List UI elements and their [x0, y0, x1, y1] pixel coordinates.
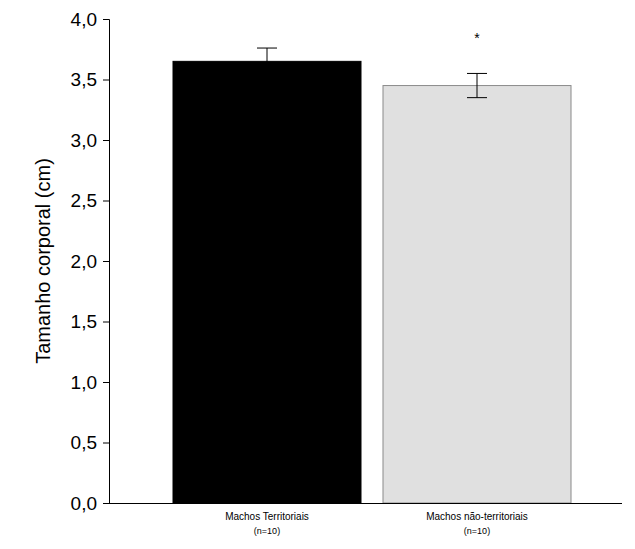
y-tick-label: 1,0 — [71, 372, 97, 393]
y-tick-mark — [103, 443, 109, 444]
error-bar-stem — [477, 73, 478, 97]
annotation: * — [474, 30, 480, 46]
error-bar-cap — [257, 74, 277, 75]
y-tick: 3,5 — [71, 69, 109, 90]
x-tick-label-line: (n=10) — [464, 526, 490, 536]
plot-area: 0,0 0,5 1,0 1,5 2,0 2,5 3,0 3,5 4,0 Machos Territ… — [71, 9, 622, 536]
y-tick: 1,5 — [71, 311, 109, 332]
y-tick: 0,0 — [71, 493, 109, 514]
y-tick-label: 2,5 — [71, 190, 97, 211]
bar — [383, 86, 571, 503]
y-tick-label: 4,0 — [71, 9, 97, 30]
y-tick-mark — [103, 201, 109, 202]
y-tick-label: 3,0 — [71, 130, 97, 151]
x-tick-label-line: Machos não-territoriais — [426, 511, 528, 522]
x-axis-line — [109, 503, 622, 504]
chart: 0,0 0,5 1,0 1,5 2,0 2,5 3,0 3,5 4,0 Machos Territ… — [0, 0, 635, 549]
y-tick-mark — [103, 322, 109, 323]
y-tick-label: 0,0 — [71, 493, 97, 514]
y-tick-label: 2,0 — [71, 251, 97, 272]
y-tick: 1,0 — [71, 372, 109, 393]
error-bar — [257, 48, 277, 75]
error-bar — [467, 73, 487, 97]
y-tick-mark — [103, 80, 109, 81]
error-bar-cap — [467, 73, 487, 74]
y-tick-mark — [103, 382, 109, 383]
y-tick-label: 1,5 — [71, 311, 97, 332]
y-tick: 2,5 — [71, 190, 109, 211]
y-axis-line — [103, 20, 110, 504]
y-tick-label: 3,5 — [71, 69, 97, 90]
error-bar-stem — [267, 48, 268, 75]
y-tick: 4,0 — [71, 9, 109, 30]
error-bar-cap — [467, 97, 487, 98]
y-tick-mark — [103, 19, 109, 20]
error-bar-cap — [257, 48, 277, 49]
x-tick-label-line: (n=10) — [254, 526, 280, 536]
error-bars — [257, 48, 487, 98]
bars — [173, 48, 571, 503]
x-tick: Machos não-territoriais (n=10) — [426, 503, 528, 536]
x-tick: Machos Territoriais (n=10) — [225, 503, 309, 536]
x-tick-label: Machos não-territoriais (n=10) — [426, 511, 528, 535]
y-axis: 0,0 0,5 1,0 1,5 2,0 2,5 3,0 3,5 4,0 — [71, 9, 110, 514]
y-tick-mark — [103, 503, 109, 504]
x-axis: Machos Territoriais(n=10)Machos não-terr… — [109, 503, 622, 536]
y-tick: 2,0 — [71, 251, 109, 272]
y-axis-title: Tamanho corporal (cm) — [32, 158, 54, 364]
y-tick-mark — [103, 261, 109, 262]
y-tick-mark — [103, 140, 109, 141]
y-tick-label: 0,5 — [71, 432, 97, 453]
x-tick-label: Machos Territoriais (n=10) — [225, 511, 309, 535]
x-tick-label-line: Machos Territoriais — [225, 511, 309, 522]
y-tick: 3,0 — [71, 130, 109, 151]
bar — [173, 61, 361, 503]
y-tick: 0,5 — [71, 432, 109, 453]
